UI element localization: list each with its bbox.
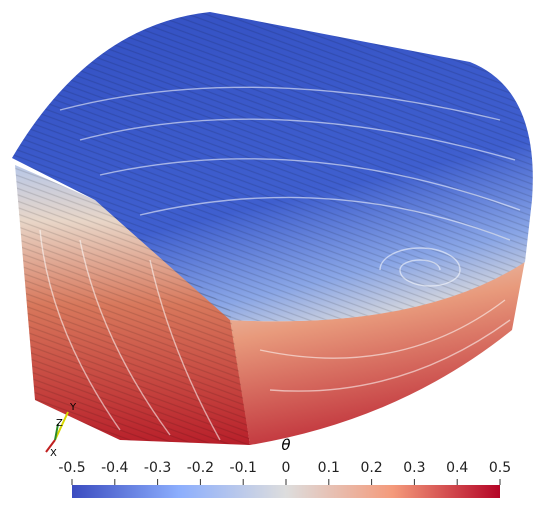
- tick-label: 0.3: [403, 460, 425, 476]
- tick-label: 0.4: [446, 460, 468, 476]
- axes-triad: Y Z X: [45, 402, 77, 459]
- tick-label: 0.1: [318, 460, 340, 476]
- axis-y-label: Y: [69, 402, 77, 413]
- tick-label: -0.2: [187, 460, 214, 476]
- colorbar: [72, 485, 500, 498]
- axis-x-label: X: [50, 448, 57, 459]
- tick-label: -0.4: [101, 460, 128, 476]
- tick-label: -0.1: [230, 460, 257, 476]
- tick-label: 0.2: [360, 460, 382, 476]
- tick-label: 0.5: [489, 460, 511, 476]
- colorbar-ticks: -0.5 -0.4 -0.3 -0.2 -0.1 0 0.1 0.2 0.3 0.4 0.5: [58, 460, 511, 485]
- colorbar-title: θ: [281, 436, 290, 454]
- axis-z-label: Z: [56, 418, 63, 429]
- streamline-volume: [12, 12, 533, 445]
- tick-label: 0: [282, 460, 291, 476]
- tick-label: -0.3: [144, 460, 171, 476]
- tick-label: -0.5: [58, 460, 85, 476]
